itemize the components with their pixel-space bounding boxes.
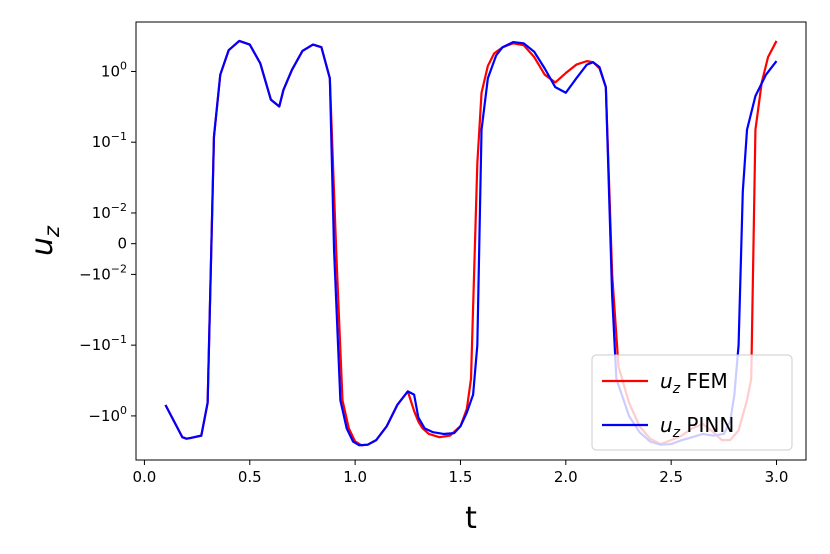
x-axis-title: t: [465, 501, 477, 536]
x-tick-label: 3.0: [765, 468, 789, 486]
y-axis-title: uz: [25, 225, 64, 256]
y-tick-label: −10−2: [79, 262, 127, 283]
legend-label: uz FEM: [660, 369, 728, 397]
y-tick-label: 10−2: [92, 201, 127, 222]
y-tick-label: 10−1: [92, 130, 127, 151]
plot-frame: [135, 21, 807, 461]
x-tick-label: 0.5: [238, 468, 262, 486]
x-tick-label: 0.0: [132, 468, 156, 486]
y-tick-label: 100: [101, 59, 127, 80]
x-tick-label: 1.0: [343, 468, 367, 486]
x-tick-label: 1.5: [449, 468, 473, 486]
legend-box: [591, 354, 793, 451]
x-tick-label: 2.5: [659, 468, 683, 486]
y-tick-label: 0: [117, 235, 127, 253]
legend-label: uz PINN: [660, 413, 734, 441]
y-tick-label: −10−1: [79, 333, 127, 354]
x-tick-label: 2.0: [554, 468, 578, 486]
y-tick-label: −100: [88, 404, 127, 425]
